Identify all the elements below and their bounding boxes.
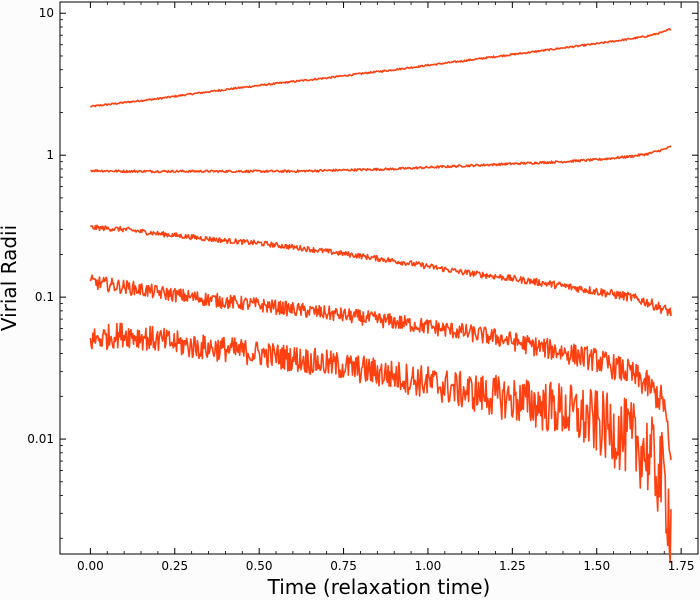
x-tick-label: 1.25: [499, 559, 526, 573]
series-line-2: [90, 145, 672, 174]
series-line-3: [90, 224, 672, 317]
y-tick-label: 1: [46, 148, 54, 162]
series-line-1: [89, 27, 672, 108]
plot-area: [59, 1, 699, 555]
tick-layer: 0.00 0.25 0.50 0.75 1.00 1.25 1.50 1.75 0.01 0.1 1…: [27, 2, 698, 573]
series-line-5: [89, 322, 672, 564]
series-layer: [89, 27, 672, 564]
x-axis-title: Time (relaxation time): [267, 575, 491, 599]
series-line-4: [89, 274, 672, 461]
y-tick-label: 10: [39, 6, 54, 20]
x-tick-label: 0.25: [161, 559, 188, 573]
y-tick-label: 0.01: [27, 432, 54, 446]
x-tick-label: 0.75: [330, 559, 357, 573]
x-tick-label: 1.75: [668, 559, 695, 573]
x-tick-label: 0.00: [77, 559, 104, 573]
y-tick-label: 0.1: [35, 290, 54, 304]
y-axis-title: Virial Radii: [0, 225, 21, 331]
x-tick-label: 0.50: [246, 559, 273, 573]
x-tick-label: 1.50: [583, 559, 610, 573]
x-tick-label: 1.00: [415, 559, 442, 573]
